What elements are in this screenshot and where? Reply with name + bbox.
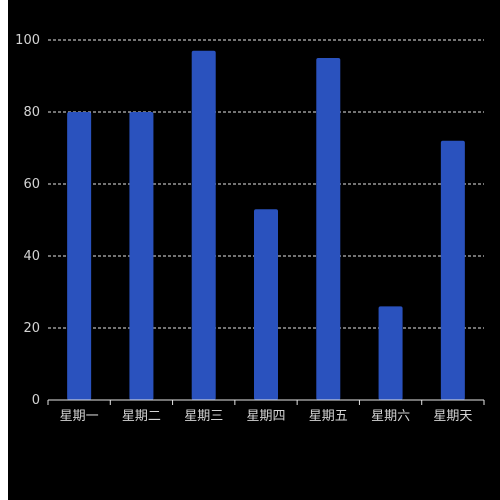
bar[interactable] [191, 50, 216, 401]
bar[interactable] [378, 306, 403, 400]
y-tick-labels: 0 20 40 60 80 100 [15, 33, 40, 408]
y-tick-label: 0 [32, 393, 40, 408]
bar[interactable] [129, 112, 154, 400]
bars [67, 50, 465, 401]
x-tick-label: 星期五 [309, 409, 348, 424]
x-tick-label: 星期一 [60, 409, 99, 424]
y-tick-label: 20 [23, 321, 40, 336]
x-tick-label: 星期四 [246, 409, 285, 424]
y-tick-label: 100 [15, 33, 40, 48]
bar[interactable] [67, 112, 92, 400]
bar[interactable] [316, 58, 341, 400]
x-axis [47, 399, 485, 405]
x-tick-labels: 星期一 星期二 星期三 星期四 星期五 星期六 星期天 [60, 409, 473, 424]
x-tick-label: 星期六 [371, 409, 410, 424]
bar[interactable] [440, 140, 465, 401]
x-tick-label: 星期三 [184, 409, 223, 424]
x-tick-label: 星期二 [122, 409, 161, 424]
y-tick-label: 60 [23, 177, 40, 192]
bar[interactable] [254, 209, 278, 400]
x-tick-label: 星期天 [433, 409, 472, 424]
y-tick-label: 80 [23, 105, 40, 120]
y-tick-label: 40 [23, 249, 40, 264]
